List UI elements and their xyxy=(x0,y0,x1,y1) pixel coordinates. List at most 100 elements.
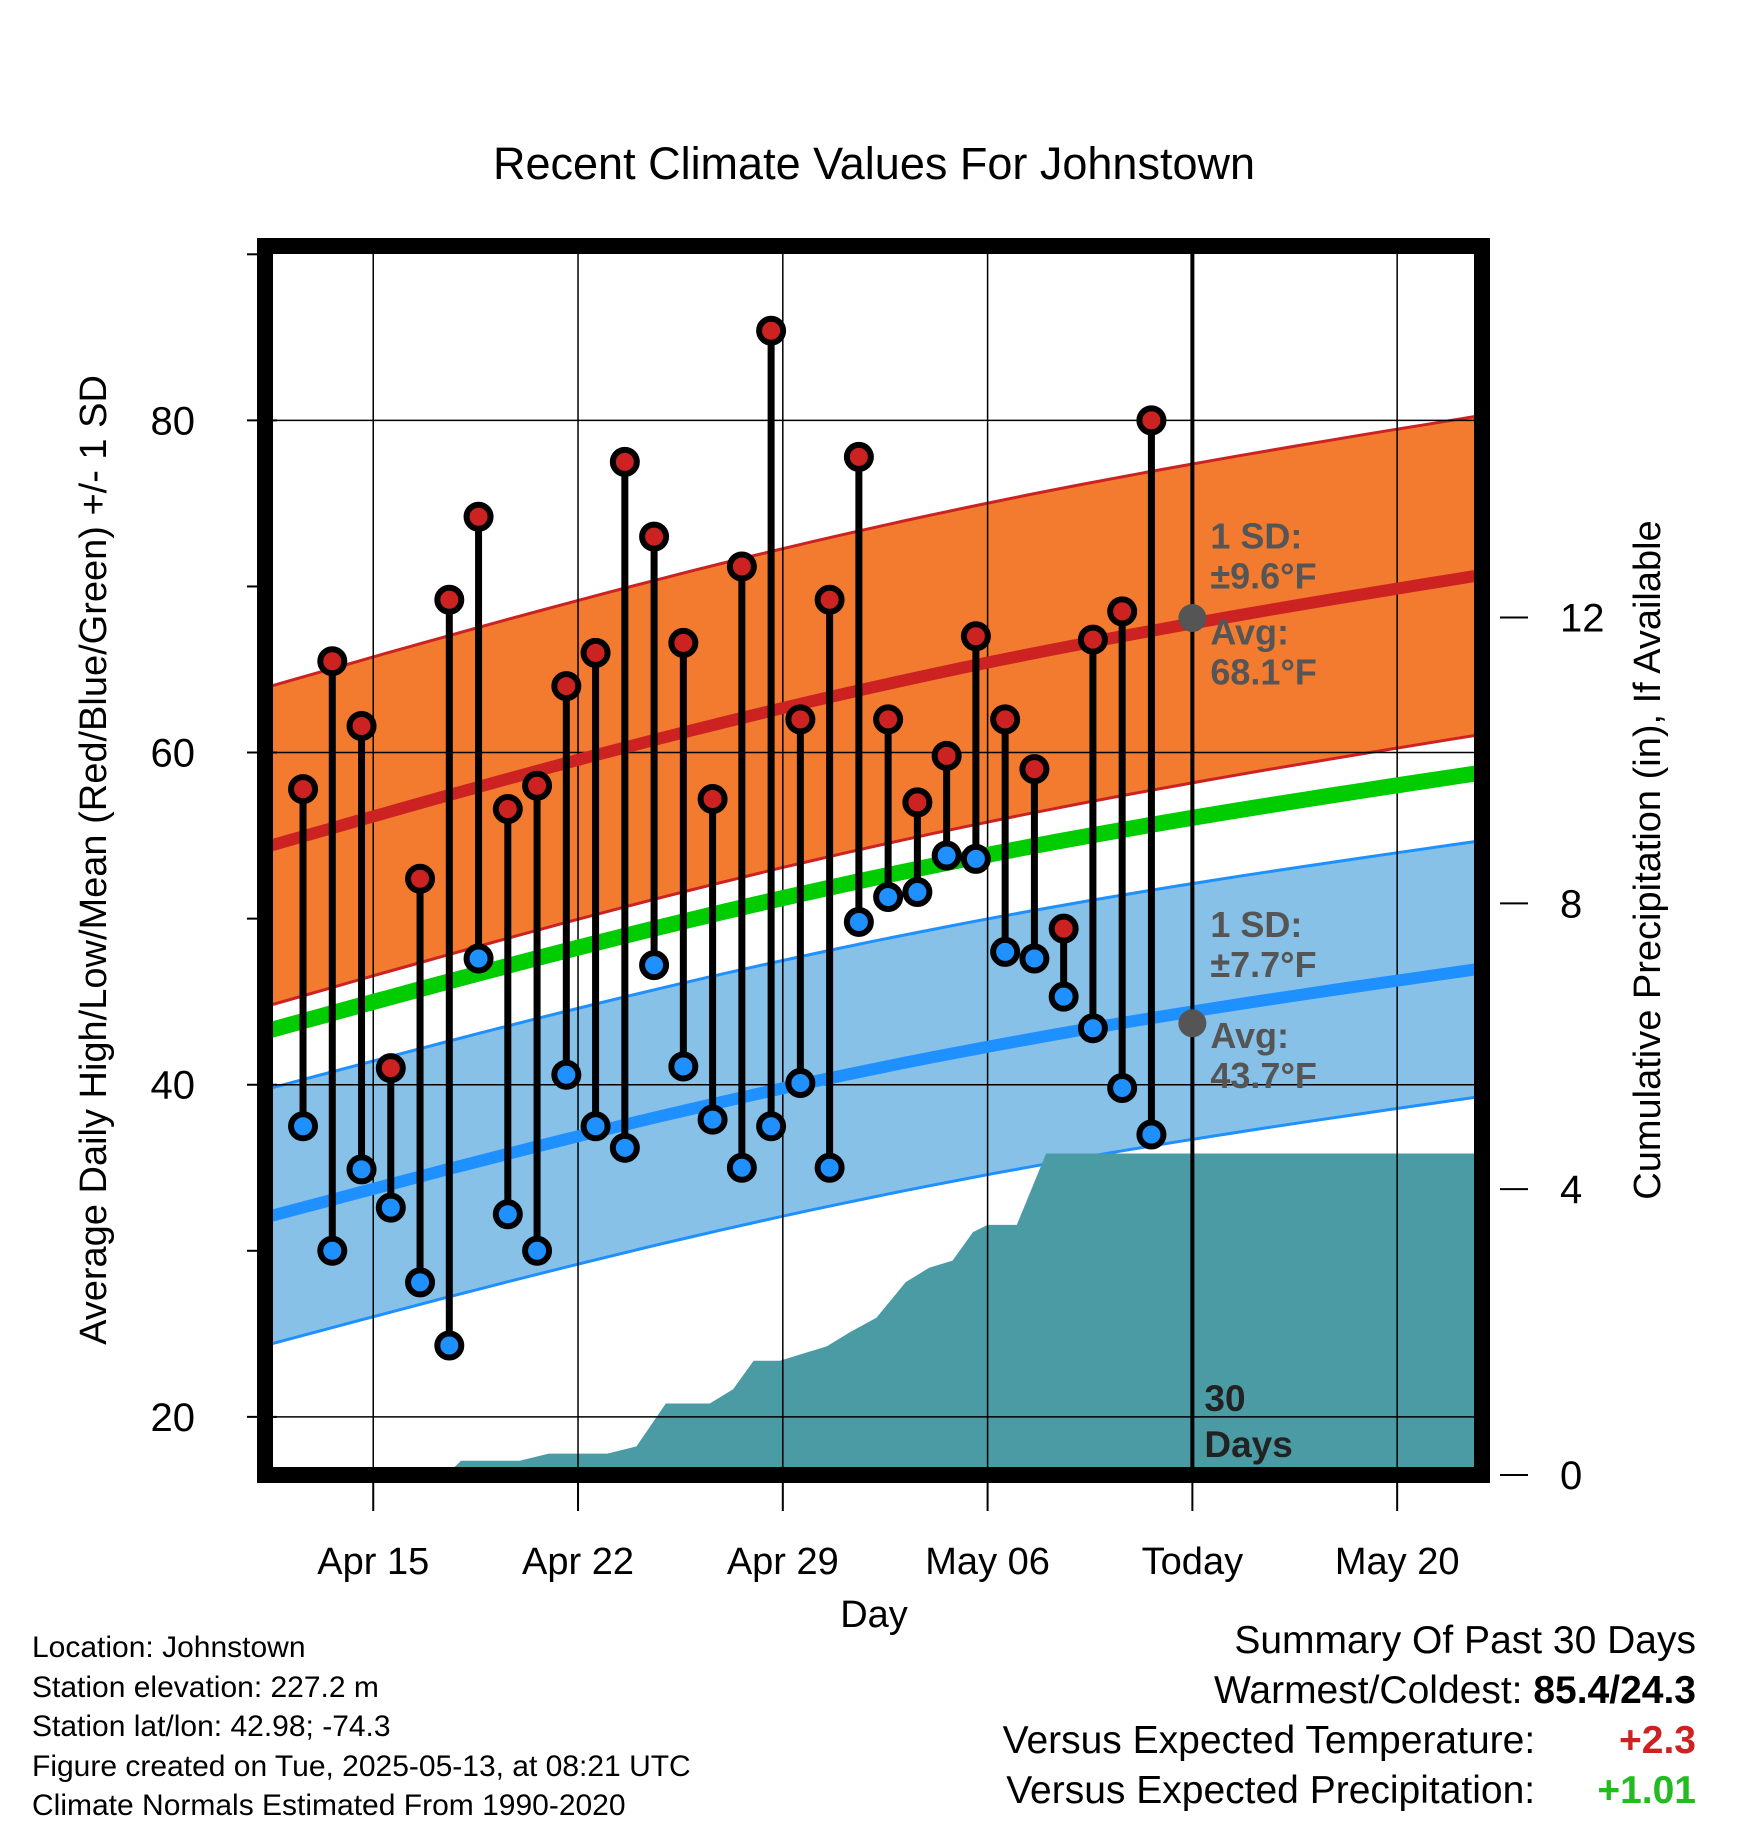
low-point xyxy=(726,1152,757,1183)
summary-title: Summary Of Past 30 Days xyxy=(1234,1619,1696,1662)
x-tick-label: Apr 15 xyxy=(317,1541,429,1583)
summary-precip-row: Versus Expected Precipitation: +1.01 xyxy=(1003,1766,1696,1816)
summary-panel: Summary Of Past 30 Days Warmest/Coldest:… xyxy=(1003,1616,1696,1816)
low-point xyxy=(843,906,874,937)
y-tick-label: 40 xyxy=(151,1064,196,1108)
low-point xyxy=(697,1104,728,1135)
high-point xyxy=(434,584,465,615)
low-avg-marker xyxy=(1178,1009,1207,1038)
x-tick-label: Apr 22 xyxy=(522,1541,634,1583)
low-point xyxy=(785,1068,816,1099)
low-point xyxy=(580,1111,611,1142)
mean-high-line xyxy=(265,568,1482,853)
high-point xyxy=(726,551,757,582)
low-point xyxy=(1077,1013,1108,1044)
plot-area: 1 SD: ±9.6°F Avg: 68.1°F 1 SD: ±7.7°F Avg: 43.7… xyxy=(265,246,1482,1475)
high-point xyxy=(639,521,670,552)
low-point xyxy=(375,1192,406,1223)
y2-tick-label: 8 xyxy=(1560,882,1582,926)
low-point xyxy=(1019,943,1050,974)
x-tick-label: May 06 xyxy=(925,1541,1050,1583)
vs-temp-label: Versus Expected Temperature: xyxy=(1002,1719,1536,1762)
y2-tick-label: 0 xyxy=(1560,1454,1582,1498)
low-point xyxy=(990,936,1021,967)
high-point xyxy=(463,501,494,532)
high-avg-annotation: Avg: 68.1°F xyxy=(1210,612,1316,693)
low-point xyxy=(668,1051,699,1082)
elevation-text: Station elevation: 227.2 m xyxy=(32,1670,379,1704)
low-point xyxy=(463,943,494,974)
low-point xyxy=(288,1111,319,1142)
high-point xyxy=(814,584,845,615)
high-point xyxy=(288,774,319,805)
low-point xyxy=(639,950,670,981)
low-point xyxy=(960,843,991,874)
high-point xyxy=(580,637,611,668)
high-point xyxy=(873,704,904,735)
vs-temp-value: +2.3 xyxy=(1619,1719,1696,1762)
mean-low-line xyxy=(265,962,1482,1224)
high-point xyxy=(346,710,377,741)
y2-axis-label: Cumulative Precipitation (in), If Availa… xyxy=(1627,520,1669,1199)
low-band-upper xyxy=(265,839,1482,1092)
high-point xyxy=(756,315,787,346)
warmest-label: Warmest/Coldest: xyxy=(1214,1669,1523,1712)
low-sd-annotation: 1 SD: ±7.7°F xyxy=(1210,904,1316,985)
low-point xyxy=(1107,1073,1138,1104)
window-label: 30 Days xyxy=(1204,1378,1292,1465)
high-point xyxy=(843,441,874,472)
high-point xyxy=(317,646,348,677)
summary-temp-row: Versus Expected Temperature: +2.3 xyxy=(1003,1716,1696,1766)
station-info: Location: Johnstown Station elevation: 2… xyxy=(32,1628,691,1826)
low-point xyxy=(346,1154,377,1185)
y-tick-label: 20 xyxy=(151,1396,196,1440)
high-point xyxy=(405,863,436,894)
x-axis-label: Day xyxy=(840,1594,908,1636)
high-point xyxy=(902,787,933,818)
high-point xyxy=(1136,405,1167,436)
low-point xyxy=(609,1132,640,1163)
created-text: Figure created on Tue, 2025-05-13, at 08… xyxy=(32,1749,691,1783)
low-point xyxy=(931,840,962,871)
low-band-lower xyxy=(265,1094,1482,1347)
high-point xyxy=(1019,754,1050,785)
low-point xyxy=(405,1267,436,1298)
low-point xyxy=(522,1235,553,1266)
low-point xyxy=(756,1111,787,1142)
high-point xyxy=(1107,596,1138,627)
high-point xyxy=(990,704,1021,735)
high-point xyxy=(697,784,728,815)
low-point xyxy=(814,1152,845,1183)
precip-area xyxy=(265,1153,1482,1475)
latlon-text: Station lat/lon: 42.98; -74.3 xyxy=(32,1710,391,1743)
normals-text: Climate Normals Estimated From 1990-2020 xyxy=(32,1789,626,1822)
low-point xyxy=(873,882,904,913)
summary-warmest-row: Warmest/Coldest: 85.4/24.3 xyxy=(1003,1666,1696,1716)
y2-tick-label: 12 xyxy=(1560,597,1605,641)
high-sd-annotation: 1 SD: ±9.6°F xyxy=(1210,515,1316,596)
x-tick-label: May 20 xyxy=(1335,1541,1460,1583)
vs-precip-label: Versus Expected Precipitation: xyxy=(1006,1769,1536,1812)
y-tick-label: 60 xyxy=(151,732,196,776)
high-point xyxy=(492,794,523,825)
high-point xyxy=(522,770,553,801)
high-point xyxy=(1048,913,1079,944)
high-point xyxy=(668,627,699,658)
warmest-value: 85.4/24.3 xyxy=(1533,1669,1696,1712)
low-point xyxy=(1136,1119,1167,1150)
high-point xyxy=(609,446,640,477)
x-tick-label: Apr 29 xyxy=(727,1541,839,1583)
high-point xyxy=(931,740,962,771)
x-tick-label: Today xyxy=(1142,1541,1243,1583)
low-avg-annotation: Avg: 43.7°F xyxy=(1210,1015,1316,1096)
vs-precip-value: +1.01 xyxy=(1597,1769,1696,1812)
y-tick-label: 80 xyxy=(151,399,196,443)
plot-content xyxy=(265,246,1482,1475)
high-point xyxy=(1077,624,1108,655)
high-point xyxy=(375,1053,406,1084)
y-axis-label: Average Daily High/Low/Mean (Red/Blue/Gr… xyxy=(73,375,115,1345)
low-point xyxy=(492,1199,523,1230)
high-point xyxy=(551,671,582,702)
low-point xyxy=(551,1059,582,1090)
